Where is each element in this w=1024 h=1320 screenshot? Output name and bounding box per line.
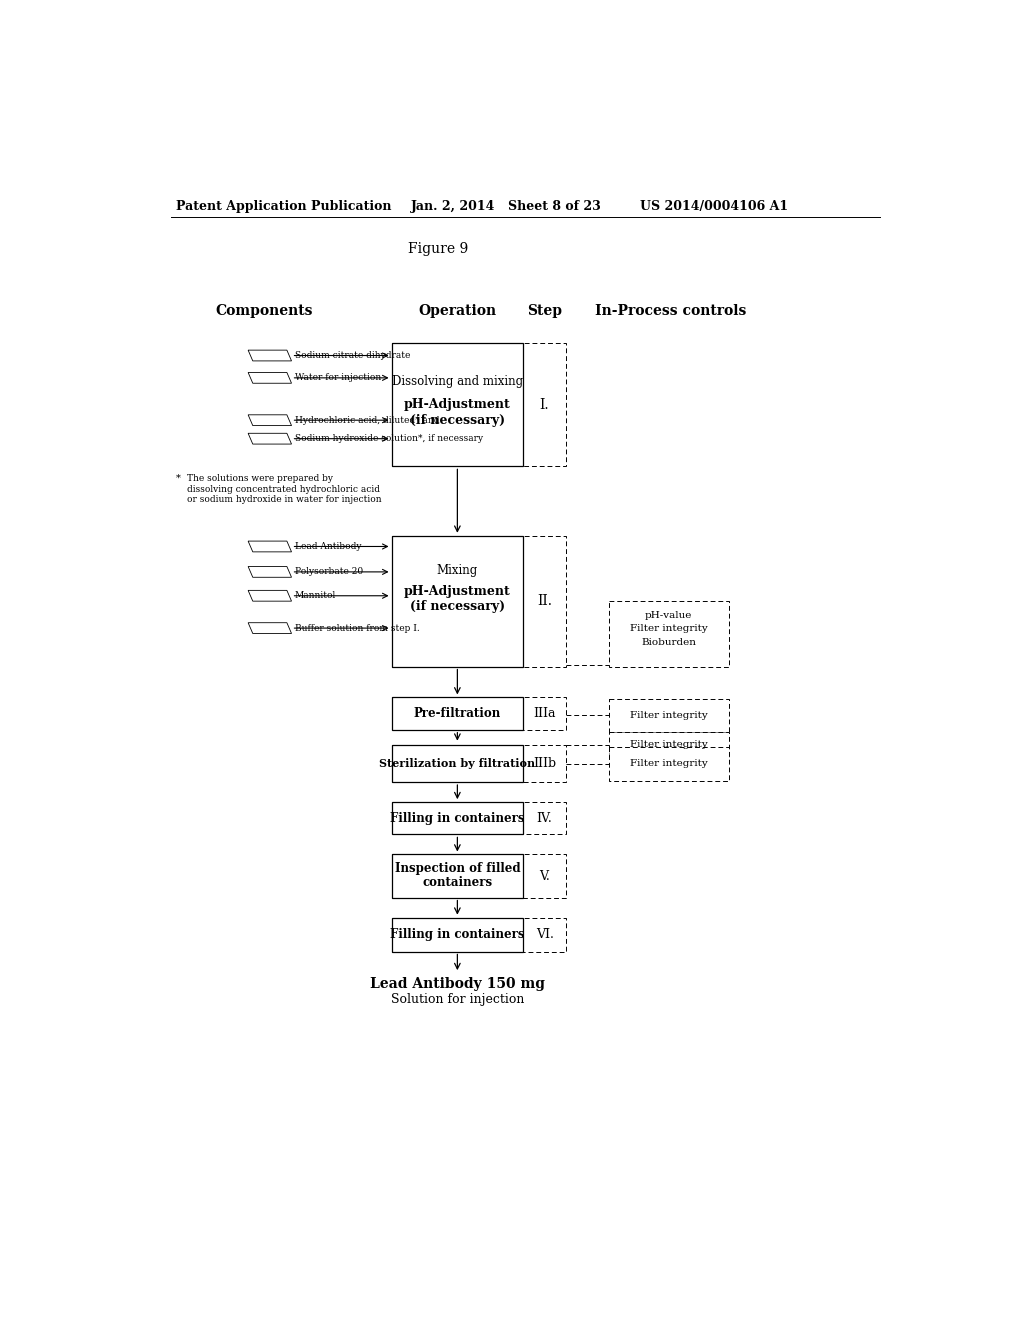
Polygon shape — [248, 372, 292, 383]
Bar — [391, 854, 523, 898]
Bar — [391, 343, 523, 466]
Text: Solution for injection: Solution for injection — [391, 993, 524, 1006]
Text: The solutions were prepared by
dissolving concentrated hydrochloric acid
or sodi: The solutions were prepared by dissolvin… — [187, 474, 382, 504]
Text: Pre-filtration: Pre-filtration — [414, 708, 501, 721]
Bar — [391, 697, 566, 730]
Text: pH-Adjustment: pH-Adjustment — [404, 585, 511, 598]
Polygon shape — [248, 414, 292, 425]
Polygon shape — [248, 350, 292, 360]
Text: Lead Antibody 150 mg: Lead Antibody 150 mg — [370, 977, 545, 991]
Bar — [608, 733, 729, 758]
Text: IIIa: IIIa — [534, 708, 556, 721]
Text: Polysorbate 20: Polysorbate 20 — [295, 568, 362, 577]
Bar — [391, 697, 523, 730]
Text: Inspection of filled: Inspection of filled — [394, 862, 520, 875]
Text: Mannitol: Mannitol — [295, 591, 336, 601]
Text: Patent Application Publication: Patent Application Publication — [176, 199, 391, 213]
Text: *: * — [176, 474, 181, 483]
Text: pH-value: pH-value — [645, 611, 692, 619]
Text: Sodium hydroxide solution*, if necessary: Sodium hydroxide solution*, if necessary — [295, 434, 482, 444]
Text: Mixing: Mixing — [437, 564, 478, 577]
Text: II.: II. — [537, 594, 552, 609]
Text: Hydrochloric acid, diluted* and: Hydrochloric acid, diluted* and — [295, 416, 439, 425]
Text: I.: I. — [540, 397, 549, 412]
Polygon shape — [248, 433, 292, 444]
Bar — [391, 536, 523, 667]
Bar — [608, 700, 729, 733]
Text: Lead Antibody: Lead Antibody — [295, 543, 361, 550]
Bar — [391, 803, 566, 834]
Text: VI.: VI. — [536, 928, 554, 941]
Text: pH-Adjustment: pH-Adjustment — [404, 399, 511, 412]
Bar — [608, 747, 729, 780]
Bar — [391, 917, 523, 952]
Text: US 2014/0004106 A1: US 2014/0004106 A1 — [640, 199, 787, 213]
Bar — [391, 744, 566, 781]
Text: Filter integrity: Filter integrity — [630, 624, 708, 634]
Text: Filling in containers: Filling in containers — [390, 812, 524, 825]
Text: Water for injection: Water for injection — [295, 374, 381, 383]
Polygon shape — [248, 590, 292, 601]
Text: containers: containers — [422, 875, 493, 888]
Bar — [391, 744, 523, 781]
Text: Filter integrity: Filter integrity — [630, 759, 708, 768]
Polygon shape — [248, 541, 292, 552]
Text: V.: V. — [540, 870, 550, 883]
Text: Sheet 8 of 23: Sheet 8 of 23 — [508, 199, 600, 213]
Bar — [391, 917, 566, 952]
Text: Sterilization by filtration: Sterilization by filtration — [379, 758, 536, 770]
Text: Dissolving and mixing: Dissolving and mixing — [392, 375, 523, 388]
Bar — [391, 854, 566, 898]
Text: IIIb: IIIb — [534, 758, 556, 770]
Text: Filter integrity: Filter integrity — [630, 741, 708, 750]
Bar — [608, 601, 729, 667]
Text: Operation: Operation — [419, 304, 497, 318]
Text: In-Process controls: In-Process controls — [595, 304, 746, 318]
Bar — [391, 536, 566, 667]
Text: Components: Components — [215, 304, 312, 318]
Text: (if necessary): (if necessary) — [410, 601, 505, 612]
Text: Figure 9: Figure 9 — [408, 243, 468, 256]
Bar — [391, 343, 566, 466]
Polygon shape — [248, 566, 292, 577]
Polygon shape — [248, 623, 292, 634]
Text: Jan. 2, 2014: Jan. 2, 2014 — [411, 199, 496, 213]
Text: IV.: IV. — [537, 812, 552, 825]
Text: (if necessary): (if necessary) — [410, 413, 505, 426]
Text: Filter integrity: Filter integrity — [630, 711, 708, 719]
Text: Filling in containers: Filling in containers — [390, 928, 524, 941]
Text: Bioburden: Bioburden — [641, 639, 696, 647]
Text: Buffer solution from step I.: Buffer solution from step I. — [295, 623, 420, 632]
Bar — [391, 803, 523, 834]
Text: Step: Step — [526, 304, 562, 318]
Text: Sodium citrate dihydrate: Sodium citrate dihydrate — [295, 351, 410, 360]
